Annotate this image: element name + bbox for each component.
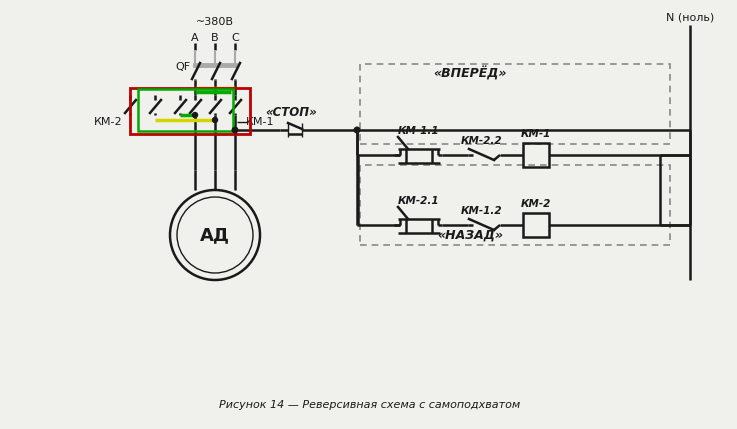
Text: «СТОП»: «СТОП» bbox=[265, 106, 317, 118]
Text: QF: QF bbox=[175, 62, 191, 72]
Bar bbox=[138, 89, 233, 131]
Bar bbox=[360, 64, 670, 144]
Text: КМ-1.2: КМ-1.2 bbox=[461, 206, 503, 216]
Text: КМ-1: КМ-1 bbox=[521, 129, 551, 139]
Circle shape bbox=[177, 197, 253, 273]
Circle shape bbox=[212, 118, 217, 123]
Circle shape bbox=[170, 190, 260, 280]
Text: КМ-1: КМ-1 bbox=[245, 117, 274, 127]
Bar bbox=[130, 88, 250, 134]
Bar bbox=[360, 165, 670, 245]
Text: КМ-2: КМ-2 bbox=[521, 199, 551, 209]
Text: КМ-1.1: КМ-1.1 bbox=[398, 126, 440, 136]
Text: КМ-2.1: КМ-2.1 bbox=[398, 196, 440, 206]
Circle shape bbox=[354, 127, 360, 133]
Text: «ВПЕРЁД»: «ВПЕРЁД» bbox=[433, 67, 507, 81]
Text: N (ноль): N (ноль) bbox=[666, 13, 714, 23]
Text: Рисунок 14 — Реверсивная схема с самоподхватом: Рисунок 14 — Реверсивная схема с самопод… bbox=[220, 400, 520, 410]
Text: «НАЗАД»: «НАЗАД» bbox=[437, 229, 503, 242]
Text: АД: АД bbox=[200, 226, 230, 244]
Text: В: В bbox=[212, 33, 219, 43]
Bar bbox=[523, 213, 549, 237]
Circle shape bbox=[232, 127, 238, 133]
Text: КМ-2: КМ-2 bbox=[94, 117, 122, 127]
Circle shape bbox=[192, 112, 198, 118]
Text: ~380В: ~380В bbox=[196, 17, 234, 27]
Text: КМ-2.2: КМ-2.2 bbox=[461, 136, 503, 146]
Text: А: А bbox=[191, 33, 199, 43]
Text: С: С bbox=[231, 33, 239, 43]
Bar bbox=[523, 143, 549, 167]
